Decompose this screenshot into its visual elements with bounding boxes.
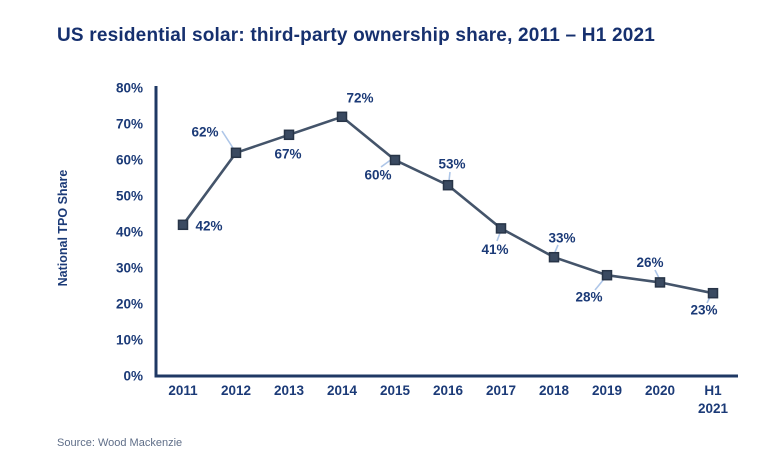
- data-point-marker: [654, 277, 666, 288]
- leader-line: [221, 130, 234, 149]
- x-tick-label: 2012: [221, 383, 251, 398]
- data-label: 72%: [346, 90, 373, 105]
- data-label: 53%: [438, 157, 465, 172]
- y-tick-label: 40%: [116, 225, 143, 240]
- x-tick-label: 2014: [327, 383, 358, 398]
- leader-line: [594, 278, 605, 291]
- y-tick-label: 60%: [116, 153, 143, 168]
- data-point-marker: [283, 129, 295, 141]
- data-label: 23%: [690, 303, 717, 318]
- source-note: Source: Wood Mackenzie: [57, 437, 183, 449]
- x-tick-label: 2013: [274, 383, 305, 398]
- data-point-marker: [548, 251, 560, 263]
- x-tick-label: 2015: [380, 383, 411, 398]
- data-point-marker: [336, 111, 348, 123]
- y-tick-label: 70%: [116, 117, 143, 132]
- data-label: 33%: [548, 231, 575, 246]
- x-tick-label: 2017: [486, 383, 516, 398]
- y-tick-label: 50%: [116, 189, 143, 204]
- data-point-marker: [707, 287, 719, 299]
- data-label: 26%: [636, 255, 663, 270]
- chart-title: US residential solar: third-party owners…: [57, 25, 656, 46]
- leader-line: [496, 232, 501, 242]
- data-point-marker: [495, 223, 507, 234]
- x-tick-label: H1 2021: [698, 383, 729, 416]
- data-point-marker: [230, 147, 242, 159]
- data-label: 41%: [481, 242, 508, 257]
- x-tick-label: 2018: [539, 383, 570, 398]
- x-tick-label: 2020: [645, 383, 675, 398]
- data-label: 62%: [191, 124, 218, 139]
- data-point-marker: [442, 179, 454, 191]
- x-tick-label: 2011: [168, 383, 198, 398]
- data-point-marker: [601, 269, 613, 281]
- data-label: 28%: [575, 290, 602, 305]
- data-point-marker: [177, 219, 189, 231]
- data-label: 67%: [274, 146, 301, 161]
- x-tick-label: 2016: [433, 383, 464, 398]
- y-tick-label: 10%: [116, 333, 143, 348]
- series-line: [181, 115, 714, 295]
- y-tick-label: 0%: [123, 369, 143, 384]
- leader-line: [654, 269, 660, 279]
- data-label: 60%: [364, 168, 391, 183]
- leader-line: [448, 171, 451, 182]
- x-tick-label: 2019: [592, 383, 622, 398]
- data-label: 42%: [195, 218, 222, 233]
- leader-line: [554, 244, 559, 253]
- y-tick-label: 30%: [116, 261, 143, 276]
- y-tick-label: 20%: [116, 297, 143, 312]
- data-point-marker: [389, 154, 401, 166]
- y-tick-label: 80%: [116, 81, 143, 96]
